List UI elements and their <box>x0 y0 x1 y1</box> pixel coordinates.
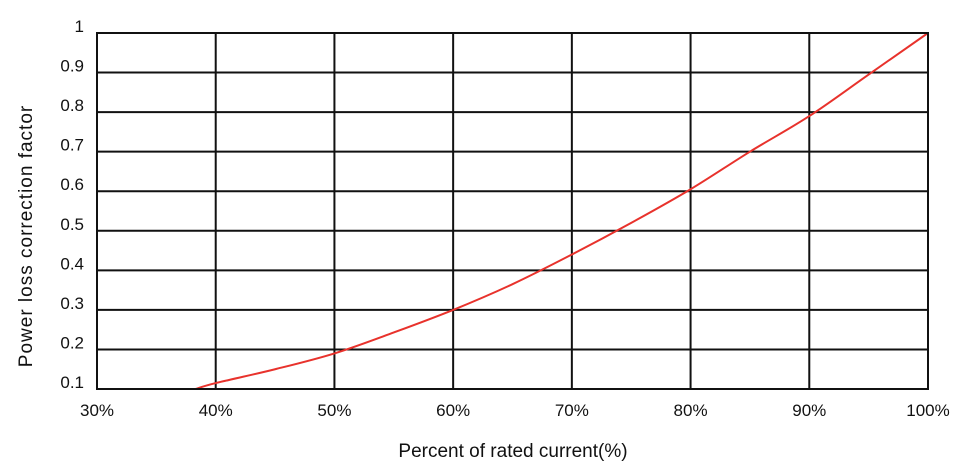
y-tick-label-7: 0.8 <box>60 96 84 115</box>
x-tick-label-6: 90% <box>792 401 826 420</box>
x-tick-labels: 30% 40% 50% 60% 70% 80% 90% 100% <box>80 401 950 420</box>
y-tick-label-1: 0.2 <box>60 333 84 352</box>
x-tick-label-1: 40% <box>199 401 233 420</box>
x-tick-label-2: 50% <box>317 401 351 420</box>
y-tick-label-8: 0.9 <box>60 57 84 76</box>
plot-frame <box>96 32 929 390</box>
x-tick-label-7: 100% <box>906 401 949 420</box>
y-tick-label-5: 0.6 <box>60 175 84 194</box>
y-tick-label-4: 0.5 <box>60 215 84 234</box>
x-tick-label-3: 60% <box>436 401 470 420</box>
y-tick-labels: 0.1 0.2 0.3 0.4 0.5 0.6 0.7 0.8 0.9 1 <box>60 17 84 392</box>
grid <box>96 32 929 390</box>
y-axis-title: Power loss correction factor <box>16 105 37 367</box>
x-tick-label-5: 80% <box>674 401 708 420</box>
y-tick-label-2: 0.3 <box>60 294 84 313</box>
series-layer <box>195 32 929 390</box>
x-tick-label-4: 70% <box>555 401 589 420</box>
series-line-0 <box>195 32 929 390</box>
y-tick-label-3: 0.4 <box>60 254 84 273</box>
y-tick-label-6: 0.7 <box>60 136 84 155</box>
x-tick-label-0: 30% <box>80 401 114 420</box>
x-axis-title: Percent of rated current(%) <box>398 441 627 462</box>
y-tick-label-0: 0.1 <box>60 373 84 392</box>
y-tick-label-9: 1 <box>75 17 84 36</box>
